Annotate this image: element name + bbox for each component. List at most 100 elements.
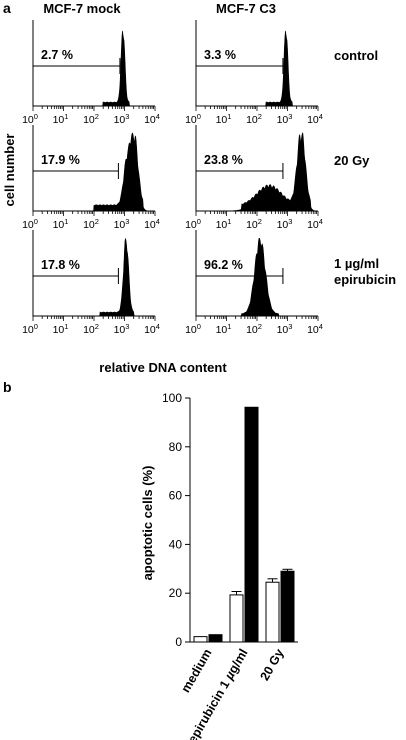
tick-label-base: 10 [307,114,319,126]
histogram-axis [32,230,155,317]
tick-label-exponent: 3 [288,112,292,121]
tick-label-base: 10 [22,324,34,336]
gate-percent-label: 17.9 % [41,153,80,167]
bar-mock [229,594,244,643]
tick-label-exponent: 1 [227,112,231,121]
tick-label: 104 [144,112,160,126]
gate-percent-label: 96.2 % [204,258,243,272]
cell-number-axis-label: cell number [2,134,17,207]
tick-label-base: 10 [246,114,258,126]
tick-label-exponent: 2 [95,217,99,226]
tick-label-exponent: 3 [125,322,129,331]
row-label: 1 µg/ml [334,256,379,271]
tick-label: 101 [53,112,69,126]
tick-label-exponent: 1 [64,322,68,331]
column-header-mcf7-c3: MCF-7 C3 [216,1,276,16]
tick-label-base: 10 [144,219,156,231]
tick-label-base: 10 [216,324,228,336]
tick-label: 100 [22,112,38,126]
category-label: 20 Gy [257,646,286,683]
tick-label: 104 [307,322,323,336]
tick-label-base: 10 [216,114,228,126]
tick-label-base: 10 [22,114,34,126]
tick-label-base: 10 [185,324,197,336]
tick-label: 103 [277,112,293,126]
histogram-fill [196,238,318,317]
tick-label-exponent: 0 [197,217,201,226]
tick-label-exponent: 4 [319,217,323,226]
tick-label-base: 10 [144,114,156,126]
tick-label: 101 [53,217,69,231]
tick-label: 103 [277,217,293,231]
panel-a-letter: a [3,0,11,16]
tick-label-base: 10 [307,219,319,231]
histogram-fill [33,30,155,107]
tick-label: 103 [277,322,293,336]
tick-label-exponent: 2 [95,322,99,331]
tick-label-base: 10 [277,114,289,126]
histogram-fill [33,132,155,212]
panel-a-flow-histograms: a MCF-7 mock MCF-7 C3 cell number relati… [2,0,396,375]
tick-label-exponent: 0 [34,112,38,121]
tick-label-base: 10 [277,219,289,231]
histogram-fill [196,132,318,212]
tick-label-base: 10 [185,114,197,126]
tick-label: 100 [185,112,201,126]
gate-percent-label: 2.7 % [41,48,73,62]
tick-label-base: 10 [114,219,126,231]
tick-label-exponent: 0 [34,217,38,226]
tick-label-exponent: 1 [64,217,68,226]
row-label: 20 Gy [334,153,370,168]
bar-c3 [244,406,259,643]
tick-label: 100 [22,322,38,336]
tick-label: 103 [114,217,130,231]
bar-c3 [280,570,295,643]
panel-b-letter: b [3,379,12,395]
tick-label: 102 [83,112,99,126]
tick-label-exponent: 4 [156,112,160,121]
row-label: epirubicin [334,272,396,287]
gate-percent-label: 17.8 % [41,258,80,272]
tick-label-base: 10 [216,219,228,231]
tick-label: 103 [114,322,130,336]
dna-content-axis-label: relative DNA content [99,360,227,375]
category-label-text: 20 Gy [257,646,286,683]
tick-label-base: 10 [246,324,258,336]
tick-label-base: 10 [114,114,126,126]
tick-label: 101 [216,322,232,336]
tick-label: 101 [53,322,69,336]
tick-label-exponent: 3 [288,217,292,226]
row-label: control [334,48,378,63]
tick-label-exponent: 3 [125,217,129,226]
tick-label: 104 [144,217,160,231]
tick-label: 102 [246,217,262,231]
tick-label-base: 10 [53,114,65,126]
tick-label: 104 [144,322,160,336]
tick-label-base: 10 [185,219,197,231]
tick-label-exponent: 2 [258,217,262,226]
tick-label-base: 10 [53,324,65,336]
y-tick-label: 0 [175,635,182,649]
category-label-text: medium [179,647,215,696]
tick-label-exponent: 4 [319,112,323,121]
tick-label-base: 10 [22,219,34,231]
tick-label-base: 10 [83,114,95,126]
category-label: medium [179,647,215,696]
tick-label: 100 [185,322,201,336]
tick-label: 104 [307,217,323,231]
tick-label-base: 10 [114,324,126,336]
y-tick-label: 60 [169,489,183,503]
tick-label-exponent: 2 [258,322,262,331]
tick-label-exponent: 4 [156,322,160,331]
tick-label-base: 10 [144,324,156,336]
tick-label-base: 10 [307,324,319,336]
histogram-axis [195,20,318,107]
